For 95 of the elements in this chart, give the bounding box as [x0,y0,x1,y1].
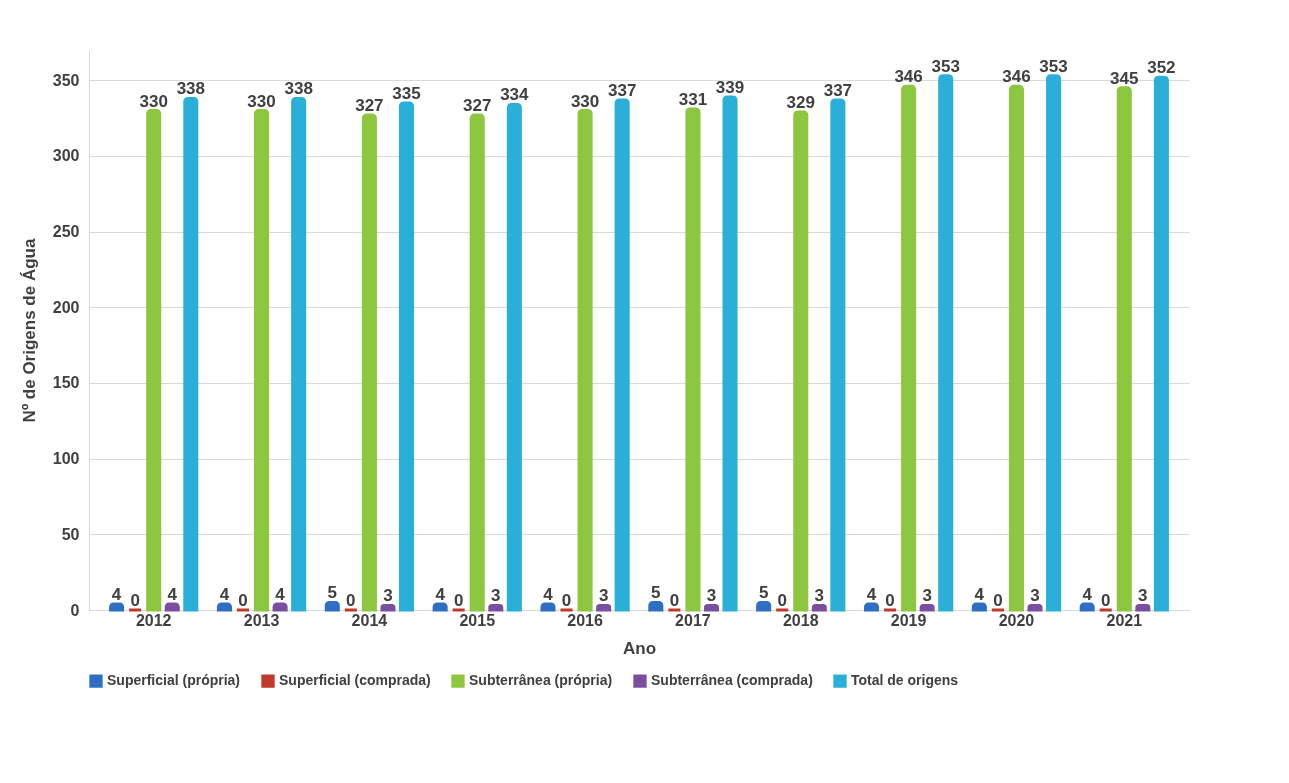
y-tick-label: 250 [52,223,80,241]
x-tick-label: 2020 [998,611,1035,629]
data-label: 346 [1002,67,1031,87]
bar [577,109,593,612]
bar [1116,86,1132,612]
x-tick-label: 2013 [243,611,280,629]
bar [1153,75,1169,612]
data-label: 337 [608,80,637,100]
data-label: 338 [284,79,313,99]
x-tick-label: 2019 [890,611,927,629]
data-label: 3 [814,586,825,606]
bar [938,74,954,612]
data-label: 4 [219,584,230,604]
y-tick-label: 350 [52,71,80,89]
data-label: 331 [678,90,708,110]
data-label: 327 [355,96,384,116]
data-label: 327 [463,96,492,116]
bar [901,84,917,612]
y-tick-label: 200 [52,298,80,316]
bar [830,98,846,612]
data-label: 353 [1039,56,1068,76]
y-tick-label: 100 [52,450,80,468]
data-label: 345 [1110,68,1139,88]
data-label: 0 [669,591,680,610]
bar [254,109,270,612]
x-tick-label: 2018 [782,611,819,629]
legend-label: Total de origens [851,672,959,689]
bar [361,113,377,612]
data-label: 0 [238,591,248,610]
y-axis-title: Nº de Origens de Água [19,238,39,423]
data-label: 4 [1082,584,1093,604]
data-label: 346 [894,67,923,87]
data-label: 339 [715,77,745,97]
data-label: 353 [931,56,960,76]
data-label: 0 [1101,591,1111,610]
x-tick-label: 2017 [675,611,711,629]
data-label: 329 [786,93,815,113]
y-tick-label: 300 [52,147,80,165]
data-label: 4 [435,584,446,604]
data-label: 337 [823,80,853,100]
legend-label: Subterrânea (própria) [469,672,613,689]
data-label: 4 [543,584,554,604]
data-label: 0 [993,591,1003,610]
bar [183,96,199,612]
data-label: 4 [167,584,178,604]
x-tick-label: 2015 [459,611,496,629]
data-label: 338 [176,79,205,99]
data-label: 4 [866,584,877,604]
data-label: 4 [111,584,122,604]
x-axis-title: Ano [622,638,657,658]
bar [685,107,701,612]
data-label: 0 [561,591,572,610]
legend-label: Superficial (própria) [107,672,241,689]
bar [614,98,630,612]
data-label: 334 [500,85,530,105]
bar [1008,84,1024,612]
data-label: 3 [383,586,393,606]
data-label: 0 [885,591,895,610]
x-tick-label: 2016 [567,611,603,629]
data-label: 330 [247,91,276,111]
data-label: 335 [392,83,421,103]
y-tick-label: 0 [70,601,80,619]
bar [722,95,738,612]
data-label: 3 [1138,586,1148,606]
data-label: 330 [570,91,600,111]
data-label: 352 [1147,58,1176,78]
data-label: 3 [706,586,717,606]
data-label: 0 [130,591,140,610]
data-label: 3 [1030,586,1040,606]
data-label: 5 [327,583,338,603]
data-label: 4 [974,584,985,604]
bar [793,110,809,612]
legend-label: Subterrânea (comprada) [651,672,813,689]
data-label: 4 [275,584,286,604]
data-label: 3 [598,586,609,606]
x-tick-label: 2021 [1106,611,1143,629]
bar [146,109,162,612]
data-label: 3 [922,586,932,606]
data-label: 5 [758,583,769,603]
data-label: 0 [453,591,464,610]
bar [291,96,307,612]
legend-label: Superficial (comprada) [279,672,431,689]
data-label: 3 [491,586,501,606]
y-tick-label: 50 [61,525,80,543]
data-label: 330 [139,91,168,111]
data-label: 5 [651,583,661,603]
x-tick-label: 2012 [135,611,172,629]
bar [1046,74,1062,612]
bar [506,102,522,612]
bar [398,101,415,612]
y-tick-label: 150 [52,374,80,392]
data-label: 0 [777,591,787,610]
data-label: 0 [346,591,356,610]
x-tick-label: 2014 [351,611,388,629]
bar [469,113,485,612]
